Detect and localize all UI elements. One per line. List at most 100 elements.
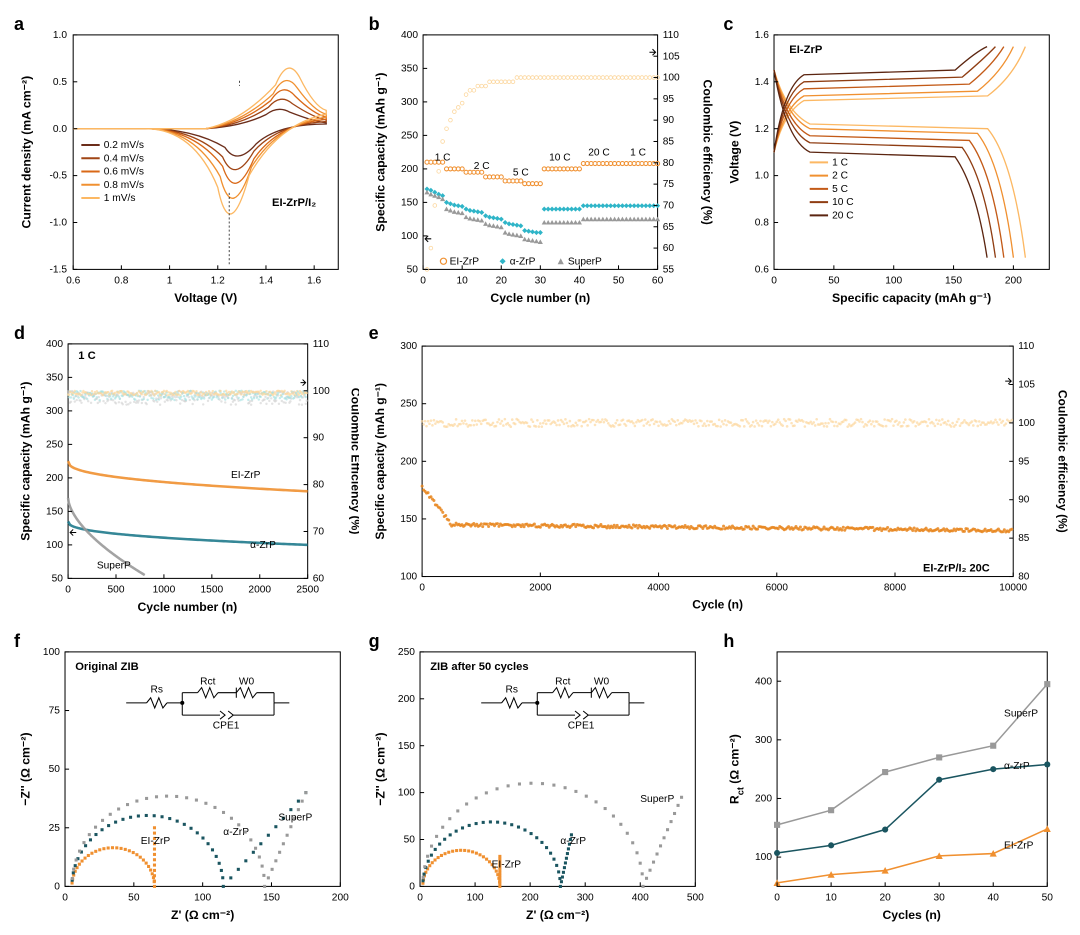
svg-text:0.0: 0.0 — [53, 124, 67, 135]
svg-text:Coulombic efficiency (%): Coulombic efficiency (%) — [1055, 390, 1068, 533]
eis-g: ZIB after 50 cycles RsRctW0CPE1 EI-ZrPα-… — [367, 629, 714, 930]
svg-text:SuperP: SuperP — [640, 794, 674, 805]
svg-text:0.6 mV/s: 0.6 mV/s — [104, 167, 144, 178]
svg-text:0: 0 — [420, 276, 426, 287]
svg-text:Cycle number (n): Cycle number (n) — [137, 600, 237, 614]
svg-text:100: 100 — [886, 276, 903, 287]
svg-text:85: 85 — [662, 137, 674, 148]
svg-text:90: 90 — [662, 115, 674, 126]
svg-text:Cycles (n): Cycles (n) — [883, 908, 941, 922]
svg-text:1: 1 — [167, 276, 173, 287]
svg-text:400: 400 — [755, 677, 772, 688]
svg-text:1 C: 1 C — [78, 350, 95, 362]
svg-text:1.6: 1.6 — [307, 276, 321, 287]
svg-text:50: 50 — [406, 264, 418, 275]
svg-text:Rct: Rct — [200, 677, 215, 688]
svg-text:350: 350 — [46, 372, 63, 383]
ylabel-a: Current density (mA cm⁻²) — [19, 76, 33, 229]
svg-text:Rs: Rs — [505, 685, 517, 696]
svg-text:10: 10 — [456, 276, 468, 287]
svg-text:300: 300 — [576, 893, 593, 904]
svg-text:SuperP: SuperP — [278, 813, 312, 824]
svg-text:60: 60 — [313, 573, 325, 584]
svg-text:EI-ZrP: EI-ZrP — [790, 44, 824, 56]
svg-text:100: 100 — [1018, 418, 1035, 429]
svg-text:Rct (Ω cm⁻²): Rct (Ω cm⁻²) — [728, 735, 746, 805]
svg-text:110: 110 — [662, 30, 679, 41]
svg-text:110: 110 — [313, 339, 330, 350]
svg-text:200: 200 — [1005, 276, 1022, 287]
svg-text:50: 50 — [403, 835, 415, 846]
svg-text:100: 100 — [313, 386, 330, 397]
svg-text:1.0: 1.0 — [755, 171, 769, 182]
svg-text:0.8: 0.8 — [114, 276, 128, 287]
svg-text:0.2 mV/s: 0.2 mV/s — [104, 140, 144, 151]
svg-text:60: 60 — [652, 276, 664, 287]
svg-text:1.2: 1.2 — [755, 124, 769, 135]
svg-text:250: 250 — [46, 439, 63, 450]
svg-text:1 mV/s: 1 mV/s — [104, 193, 136, 204]
svg-text:60: 60 — [662, 243, 674, 254]
svg-text:95: 95 — [662, 94, 674, 105]
gcd-chart: EI-ZrP 1 C2 C5 C10 C20 C 050100150200 0.… — [721, 12, 1068, 313]
svg-text:2 C: 2 C — [473, 161, 489, 172]
svg-text:5 C: 5 C — [832, 184, 848, 195]
svg-text:10000: 10000 — [999, 582, 1027, 593]
svg-text:30: 30 — [534, 276, 546, 287]
svg-text:70: 70 — [662, 201, 674, 212]
panel-b: b 1 C2 C5 C10 C20 C1 C 0102030405060 501… — [367, 12, 714, 313]
svg-text:90: 90 — [1018, 494, 1030, 505]
svg-text:0: 0 — [772, 276, 778, 287]
svg-text:20: 20 — [880, 893, 892, 904]
svg-text:100: 100 — [662, 73, 679, 84]
svg-text:10: 10 — [826, 893, 838, 904]
svg-text:Rct: Rct — [555, 677, 570, 688]
svg-text:W0: W0 — [239, 677, 255, 688]
svg-text:70: 70 — [313, 526, 325, 537]
svg-text:-1.5: -1.5 — [49, 264, 67, 275]
svg-text:1.4: 1.4 — [259, 276, 273, 287]
svg-text:0.8: 0.8 — [755, 218, 769, 229]
svg-text:1 C: 1 C — [832, 157, 848, 168]
svg-text:CPE1: CPE1 — [213, 721, 240, 732]
svg-text:0: 0 — [54, 882, 60, 893]
cv-chart: 0.2 mV/s0.4 mV/s0.6 mV/s0.8 mV/s1 mV/s E… — [12, 12, 359, 313]
svg-text:250: 250 — [401, 130, 418, 141]
svg-text:150: 150 — [263, 893, 280, 904]
svg-text:2 C: 2 C — [832, 171, 848, 182]
svg-text:200: 200 — [755, 794, 772, 805]
svg-text:Z' (Ω cm⁻²): Z' (Ω cm⁻²) — [171, 908, 234, 922]
svg-text:EI-ZrP/I₂ 20C: EI-ZrP/I₂ 20C — [923, 562, 990, 574]
panel-f: f Original ZIB RsRctW0CPE1 EI-ZrPα-ZrPSu… — [12, 629, 359, 930]
panel-g: g ZIB after 50 cycles RsRctW0CPE1 EI-ZrP… — [367, 629, 714, 930]
svg-text:Coulombic efficiency (%): Coulombic efficiency (%) — [700, 79, 713, 224]
svg-text:85: 85 — [1018, 533, 1030, 544]
svg-text:1.0: 1.0 — [53, 30, 67, 41]
panel-c-label: c — [723, 14, 733, 35]
svg-text:0: 0 — [65, 584, 71, 595]
svg-text:4000: 4000 — [647, 582, 670, 593]
svg-text:EI-ZrP: EI-ZrP — [449, 256, 479, 267]
svg-text:200: 200 — [46, 473, 63, 484]
svg-text:30: 30 — [934, 893, 946, 904]
svg-text:1.6: 1.6 — [755, 30, 769, 41]
svg-text:0: 0 — [409, 882, 415, 893]
svg-text:200: 200 — [332, 893, 349, 904]
cycling-d: EI-ZrPα-ZrPSuperP 1 C 050010001500200025… — [12, 321, 359, 622]
svg-text:0: 0 — [775, 893, 781, 904]
svg-text:105: 105 — [662, 51, 679, 62]
svg-text:0: 0 — [62, 893, 68, 904]
svg-text:8000: 8000 — [884, 582, 907, 593]
panel-e: e EI-ZrP/I₂ 20C 020004000600080001000010… — [367, 321, 1068, 622]
svg-text:Specific capacity (mAh g⁻¹): Specific capacity (mAh g⁻¹) — [373, 383, 387, 540]
svg-text:200: 200 — [400, 456, 417, 467]
svg-text:50: 50 — [49, 765, 61, 776]
svg-text:40: 40 — [988, 893, 1000, 904]
panel-c: c EI-ZrP 1 C2 C5 C10 C20 C 050100150200 … — [721, 12, 1068, 313]
svg-text:300: 300 — [755, 735, 772, 746]
svg-text:1 C: 1 C — [434, 153, 450, 164]
panel-d: d EI-ZrPα-ZrPSuperP 1 C 0500100015002000… — [12, 321, 359, 622]
svg-text:25: 25 — [49, 823, 61, 834]
panel-a-label: a — [14, 14, 24, 35]
svg-text:EI-ZrP: EI-ZrP — [1004, 841, 1034, 852]
